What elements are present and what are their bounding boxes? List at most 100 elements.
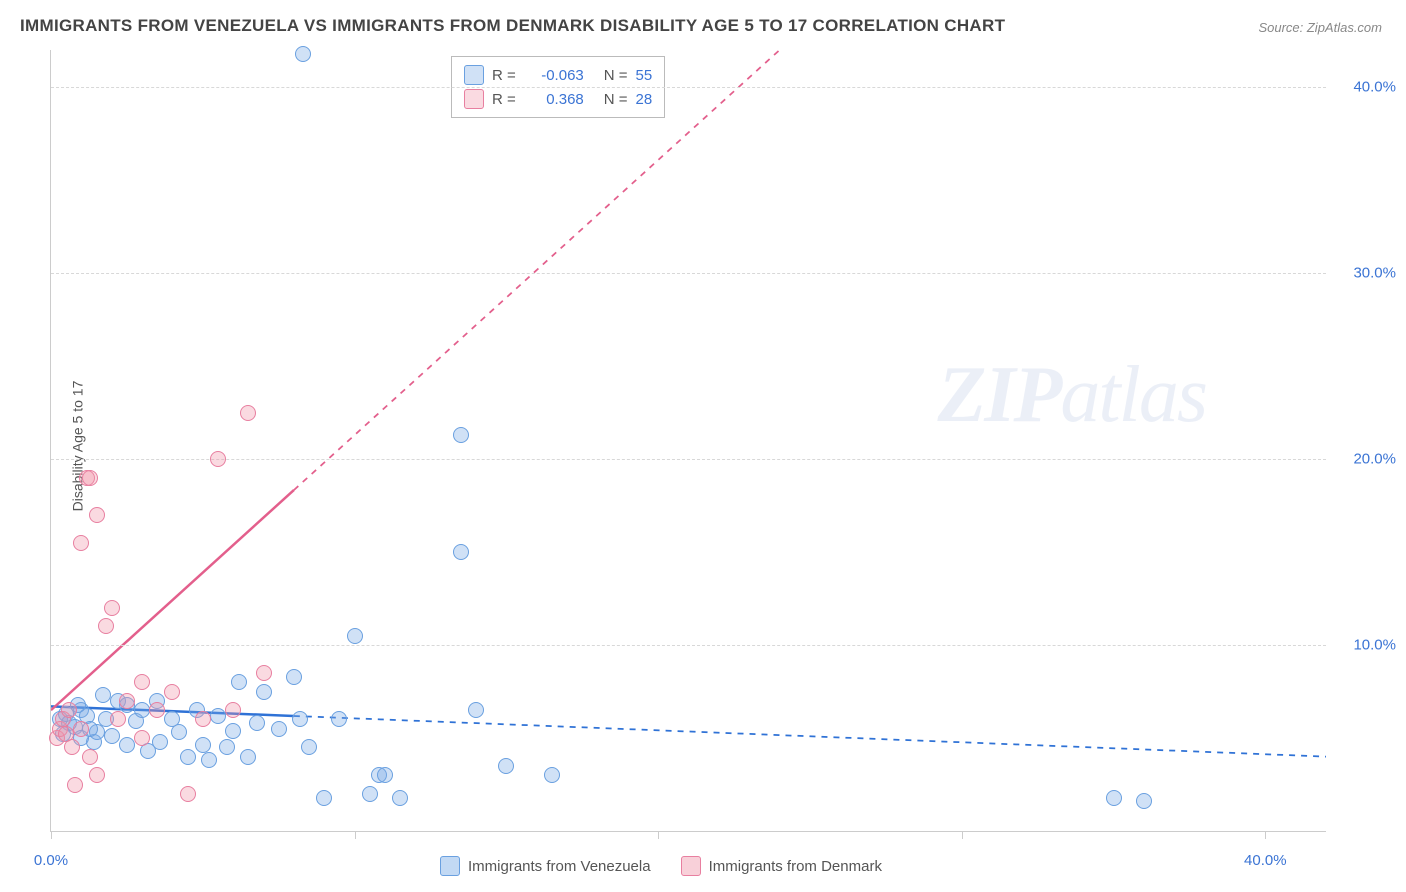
gridline <box>51 273 1326 274</box>
scatter-point <box>104 600 120 616</box>
trend-line-dashed <box>294 716 1326 757</box>
source-credit: Source: ZipAtlas.com <box>1258 20 1382 35</box>
scatter-point <box>195 711 211 727</box>
legend-item: Immigrants from Denmark <box>681 856 882 876</box>
scatter-point <box>195 737 211 753</box>
r-label: R = <box>492 67 516 84</box>
scatter-point <box>392 790 408 806</box>
ytick-label: 20.0% <box>1336 451 1396 468</box>
scatter-point <box>225 723 241 739</box>
scatter-point <box>119 737 135 753</box>
legend-label: Immigrants from Venezuela <box>468 858 651 875</box>
scatter-point <box>104 728 120 744</box>
series-legend: Immigrants from Venezuela Immigrants from… <box>440 856 882 876</box>
scatter-point <box>201 752 217 768</box>
legend-label: Immigrants from Denmark <box>709 858 882 875</box>
scatter-point <box>134 730 150 746</box>
watermark-atlas: atlas <box>1060 351 1206 439</box>
scatter-point <box>98 618 114 634</box>
chart-svg <box>51 50 1326 831</box>
ytick-label: 40.0% <box>1336 79 1396 96</box>
scatter-point <box>240 405 256 421</box>
scatter-point <box>73 535 89 551</box>
source-name: ZipAtlas.com <box>1307 20 1382 35</box>
scatter-point <box>1136 793 1152 809</box>
scatter-point <box>256 684 272 700</box>
scatter-point <box>453 427 469 443</box>
r-value: 0.368 <box>524 91 584 108</box>
scatter-point <box>164 684 180 700</box>
source-label: Source: <box>1258 20 1306 35</box>
scatter-point <box>152 734 168 750</box>
scatter-point <box>453 544 469 560</box>
stats-legend-row: R = -0.063 N = 55 <box>464 63 652 87</box>
page-title: IMMIGRANTS FROM VENEZUELA VS IMMIGRANTS … <box>20 16 1005 36</box>
scatter-point <box>295 46 311 62</box>
ytick-label: 10.0% <box>1336 637 1396 654</box>
scatter-point <box>331 711 347 727</box>
n-label: N = <box>604 67 628 84</box>
legend-swatch <box>681 856 701 876</box>
xtick <box>658 831 659 839</box>
scatter-point <box>271 721 287 737</box>
scatter-point <box>231 674 247 690</box>
legend-swatch <box>464 65 484 85</box>
scatter-point <box>316 790 332 806</box>
xtick <box>51 831 52 839</box>
scatter-point <box>286 669 302 685</box>
scatter-point <box>292 711 308 727</box>
scatter-point <box>240 749 256 765</box>
ytick-label: 30.0% <box>1336 265 1396 282</box>
xtick-label: 0.0% <box>34 852 68 869</box>
scatter-point <box>89 507 105 523</box>
watermark-zip: ZIP <box>938 351 1061 439</box>
scatter-point <box>219 739 235 755</box>
n-label: N = <box>604 91 628 108</box>
scatter-point <box>498 758 514 774</box>
scatter-point <box>301 739 317 755</box>
scatter-point <box>134 702 150 718</box>
scatter-point <box>95 687 111 703</box>
gridline <box>51 459 1326 460</box>
gridline <box>51 87 1326 88</box>
scatter-point <box>67 777 83 793</box>
xtick-label: 40.0% <box>1244 852 1287 869</box>
scatter-point <box>180 786 196 802</box>
watermark: ZIPatlas <box>938 350 1206 441</box>
scatter-point <box>468 702 484 718</box>
scatter-point <box>180 749 196 765</box>
chart-area: ZIPatlas R = -0.063 N = 55 R = 0.368 N = 28… <box>50 50 1326 832</box>
scatter-point <box>210 451 226 467</box>
gridline <box>51 645 1326 646</box>
scatter-point <box>61 702 77 718</box>
legend-item: Immigrants from Venezuela <box>440 856 651 876</box>
scatter-point <box>347 628 363 644</box>
scatter-point <box>225 702 241 718</box>
n-value: 55 <box>636 67 653 84</box>
scatter-point <box>82 470 98 486</box>
scatter-point <box>249 715 265 731</box>
scatter-point <box>82 749 98 765</box>
xtick <box>355 831 356 839</box>
scatter-point <box>134 674 150 690</box>
stats-legend-row: R = 0.368 N = 28 <box>464 87 652 111</box>
scatter-point <box>377 767 393 783</box>
scatter-point <box>73 721 89 737</box>
scatter-point <box>256 665 272 681</box>
r-value: -0.063 <box>524 67 584 84</box>
legend-swatch <box>440 856 460 876</box>
scatter-point <box>171 724 187 740</box>
scatter-point <box>149 702 165 718</box>
scatter-point <box>64 739 80 755</box>
n-value: 28 <box>636 91 653 108</box>
scatter-point <box>1106 790 1122 806</box>
xtick <box>1265 831 1266 839</box>
r-label: R = <box>492 91 516 108</box>
scatter-point <box>362 786 378 802</box>
xtick <box>962 831 963 839</box>
legend-swatch <box>464 89 484 109</box>
scatter-point <box>110 711 126 727</box>
scatter-point <box>544 767 560 783</box>
scatter-point <box>210 708 226 724</box>
scatter-point <box>89 767 105 783</box>
